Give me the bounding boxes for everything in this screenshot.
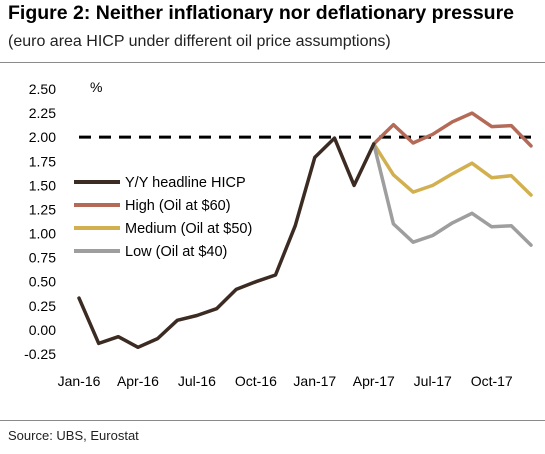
legend: Y/Y headline HICP High (Oil at $60) Medium… [74,175,252,260]
x-tick-label: Apr-16 [117,373,159,389]
y-tick-label: 2.25 [29,105,56,121]
x-tick-label: Jul-17 [414,373,452,389]
y-tick-label: 1.25 [29,201,56,217]
legend-label-0: Y/Y headline HICP [125,175,246,191]
x-tick-label: Jan-16 [58,373,101,389]
y-tick-label: 1.00 [29,226,56,242]
figure-title: Figure 2: Neither inflationary nor defla… [8,2,515,24]
legend-label-2: Medium (Oil at $50) [125,221,252,237]
y-axis: 2.50 2.25 2.00 1.75 1.50 1.25 1.00 0.75 0.50 0.25… [24,81,56,362]
top-divider [0,62,545,63]
figure-subtitle: (euro area HICP under different oil pric… [8,33,391,50]
y-tick-label: 1.75 [29,153,56,169]
series-line-1 [372,111,533,148]
series-line-3 [372,142,533,247]
y-tick-label: 1.50 [29,177,56,193]
legend-label-3: Low (Oil at $40) [125,244,227,260]
x-tick-label: Jul-16 [178,373,216,389]
y-tick-label: 0.75 [29,250,56,266]
series-layer [77,111,533,350]
y-tick-label: 2.00 [29,129,56,145]
source-note: Source: UBS, Eurostat [8,428,139,443]
y-tick-label: 0.00 [29,322,56,338]
bottom-divider [0,420,545,421]
y-tick-label: -0.25 [24,346,56,362]
series-line-0 [77,136,376,350]
y-tick-label: 0.50 [29,274,56,290]
y-unit-label: % [90,79,102,95]
legend-label-1: High (Oil at $60) [125,198,231,214]
y-tick-label: 0.25 [29,298,56,314]
x-tick-label: Jan-17 [293,373,336,389]
series-line-2 [372,142,533,197]
x-tick-label: Apr-17 [353,373,395,389]
x-axis: Jan-16 Apr-16 Jul-16 Oct-16 Jan-17 Apr-17 Jul-… [58,373,513,389]
y-tick-label: 2.50 [29,81,56,97]
x-tick-label: Oct-17 [471,373,513,389]
x-tick-label: Oct-16 [235,373,277,389]
